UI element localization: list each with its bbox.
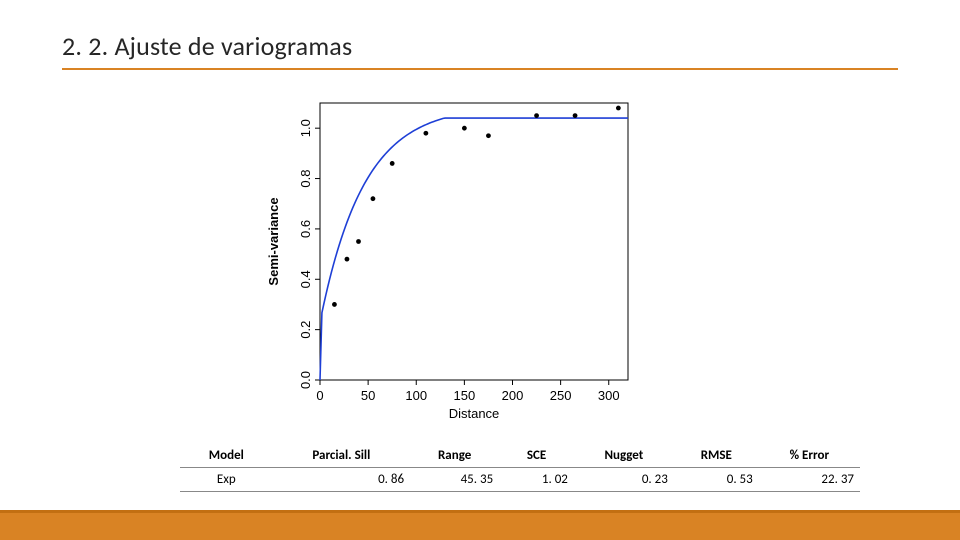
table-cell: 45. 35 [410,468,499,492]
data-point [486,133,491,138]
col-header: Range [410,444,499,468]
col-header: SCE [499,444,574,468]
footer-band [0,510,960,540]
data-point [616,106,621,111]
model-table: ModelParcial. SillRangeSCENuggetRMSE% Er… [180,444,860,492]
table-cell: Exp [180,468,273,492]
page-title: 2. 2. Ajuste de variogramas [62,30,898,62]
table-cell: 0. 23 [574,468,674,492]
svg-text:150: 150 [454,388,476,403]
data-point [371,196,376,201]
table-cell: 1. 02 [499,468,574,492]
svg-text:0: 0 [316,388,323,403]
data-point [462,126,467,131]
svg-text:1.0: 1.0 [298,119,313,137]
svg-text:Semi-variance: Semi-variance [266,197,281,285]
data-point [534,113,539,118]
data-point [345,257,350,262]
col-header: RMSE [674,444,759,468]
svg-text:0.0: 0.0 [298,371,313,389]
table-cell: 22. 37 [759,468,860,492]
data-point [332,302,337,307]
svg-text:0.2: 0.2 [298,321,313,339]
col-header: Parcial. Sill [273,444,411,468]
data-point [390,161,395,166]
svg-text:Distance: Distance [449,406,500,421]
svg-text:50: 50 [361,388,375,403]
svg-text:250: 250 [550,388,572,403]
data-point [356,239,361,244]
svg-text:0.4: 0.4 [298,270,313,288]
data-point [423,131,428,136]
data-point [573,113,578,118]
title-underline [62,68,898,70]
col-header: Nugget [574,444,674,468]
fitted-curve [320,118,628,380]
svg-text:0.6: 0.6 [298,220,313,238]
svg-text:200: 200 [502,388,524,403]
table-row: Exp0. 8645. 351. 020. 230. 5322. 37 [180,468,860,492]
variogram-chart: 0 50 100 150 200 250 300 0.0 0.2 0.4 0.6 0.8 1.0 Dist… [260,95,640,430]
col-header: Model [180,444,273,468]
svg-text:300: 300 [598,388,620,403]
footer-top-line [0,510,960,513]
svg-text:100: 100 [405,388,427,403]
col-header: % Error [759,444,860,468]
svg-text:0.8: 0.8 [298,170,313,188]
table-cell: 0. 86 [273,468,411,492]
table-cell: 0. 53 [674,468,759,492]
